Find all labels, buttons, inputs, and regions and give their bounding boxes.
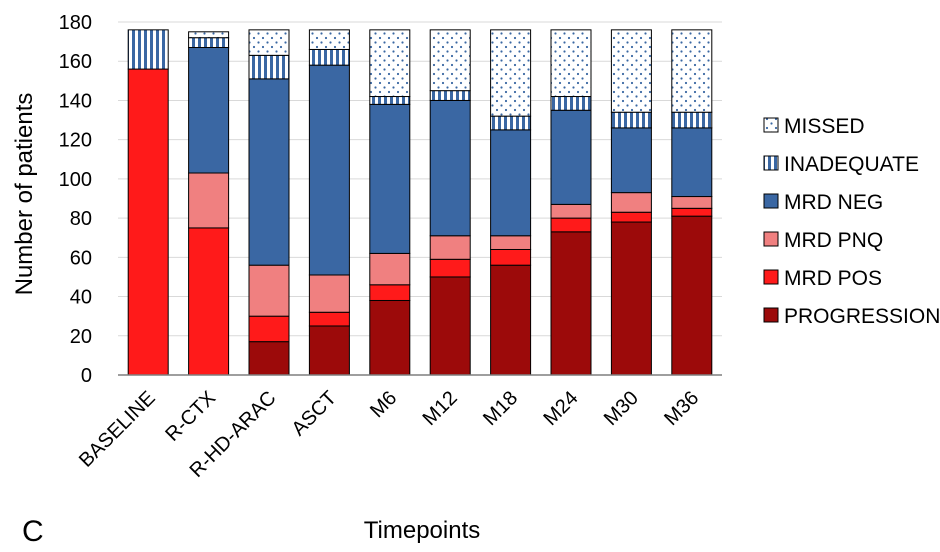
x-tick-label: M6 (366, 387, 401, 422)
legend: MISSED INADEQUATE MRD NEG MRD PNQ MRD POS PRO… (763, 115, 940, 328)
bar-segment-inadequate (429, 90, 471, 101)
bar-segment-mrd-pnq (550, 203, 592, 219)
bar-segment-progression (308, 325, 350, 376)
bar-segment-inadequate (550, 96, 592, 111)
bar-segment-mrd-pos (369, 284, 411, 301)
bar-segment-mrd-pos (550, 217, 592, 233)
bar-segment-mrd-neg (308, 64, 350, 276)
bar-segment-progression (369, 299, 411, 376)
bar-segment-missed (671, 29, 713, 113)
bar-segment-mrd-pnq (308, 274, 350, 313)
legend-swatch-mrd-neg (763, 193, 779, 209)
y-tick-label: 0 (81, 365, 92, 387)
bar-segment-inadequate (308, 48, 350, 66)
bar-segment-inadequate (248, 54, 290, 80)
bar-segment-mrd-pos (308, 311, 350, 327)
bar-segment-mrd-neg (550, 109, 592, 205)
bar-segment-mrd-pnq (429, 235, 471, 260)
bar-segment-mrd-pnq (671, 196, 713, 209)
bar-segment-inadequate (671, 111, 713, 129)
y-tick-label: 20 (70, 326, 92, 348)
y-tick-label: 80 (70, 208, 92, 230)
x-tick-label: BASELINE (75, 387, 160, 472)
bar-segment-mrd-neg (248, 78, 290, 266)
legend-label: PROGRESSION (784, 305, 940, 328)
y-axis-label: Number of patients (11, 93, 38, 296)
y-tick-label: 140 (59, 90, 92, 112)
bar-segment-progression (671, 215, 713, 376)
bar-segment-mrd-pnq (610, 192, 652, 213)
bar-segment-missed (369, 29, 411, 98)
bar-segment-inadequate (127, 29, 169, 70)
legend-swatch-progression (763, 307, 779, 323)
bar-segment-missed (490, 29, 532, 117)
bar-segment-mrd-neg (188, 46, 230, 174)
bar-segment-mrd-pos (429, 258, 471, 278)
bar-segment-mrd-pos (671, 207, 713, 217)
bar-segment-missed (308, 29, 350, 50)
y-tick-label: 180 (59, 12, 92, 34)
x-tick-label: R-CTX (161, 387, 220, 446)
bar-segment-inadequate (610, 111, 652, 129)
x-tick-label: M18 (479, 387, 522, 430)
bars (127, 29, 713, 376)
bar-segment-mrd-pos (610, 211, 652, 223)
bar-segment-missed (550, 29, 592, 98)
legend-swatch-missed (763, 117, 779, 133)
bar-segment-mrd-pos (490, 248, 532, 266)
legend-label: MISSED (784, 115, 865, 138)
legend-label: MRD POS (784, 267, 882, 290)
bar-segment-mrd-pos (127, 68, 169, 376)
bar-segment-mrd-pnq (188, 172, 230, 229)
bar-segment-missed (248, 29, 290, 56)
y-tick-label: 120 (59, 130, 92, 152)
x-tick-label: M12 (419, 387, 462, 430)
bar-segment-missed (429, 29, 471, 92)
x-tick-label: M36 (660, 387, 703, 430)
x-tick-label: M24 (539, 387, 582, 430)
bar-segment-mrd-pos (248, 315, 290, 343)
legend-label: MRD PNQ (784, 229, 883, 252)
bar-segment-mrd-neg (369, 103, 411, 254)
bar-segment-mrd-pnq (490, 235, 532, 250)
x-tick-label: ASCT (288, 387, 341, 440)
legend-label: MRD NEG (784, 191, 883, 214)
x-axis-label: Timepoints (364, 517, 480, 544)
legend-label: INADEQUATE (784, 153, 919, 176)
bar-segment-inadequate (188, 37, 230, 48)
bar-segment-mrd-neg (429, 99, 471, 237)
y-tick-label: 160 (59, 51, 92, 73)
bar-segment-missed (610, 29, 652, 113)
y-tick-labels: 0 20 40 60 80 100 120 140 160 180 (59, 12, 92, 387)
bar-segment-inadequate (490, 115, 532, 131)
bar-segment-mrd-pos (188, 227, 230, 376)
bar-segment-missed (188, 31, 230, 39)
x-tick-label: M30 (600, 387, 643, 430)
bar-segment-progression (550, 231, 592, 376)
y-tick-label: 40 (70, 287, 92, 309)
panel-label: C (22, 515, 44, 548)
bar-segment-progression (490, 264, 532, 376)
legend-swatch-mrd-pnq (763, 231, 779, 247)
bar-segment-mrd-neg (610, 127, 652, 194)
bar-segment-progression (248, 341, 290, 376)
legend-swatch-inadequate (763, 155, 779, 171)
bar-segment-mrd-neg (671, 127, 713, 198)
y-tick-label: 60 (70, 247, 92, 269)
bar-segment-inadequate (369, 96, 411, 105)
bar-segment-mrd-pnq (248, 264, 290, 317)
y-tick-label: 100 (59, 169, 92, 191)
bar-segment-progression (610, 221, 652, 376)
bar-segment-progression (429, 276, 471, 376)
bar-segment-mrd-neg (490, 129, 532, 237)
bar-segment-mrd-pnq (369, 252, 411, 286)
legend-swatch-mrd-pos (763, 269, 779, 285)
